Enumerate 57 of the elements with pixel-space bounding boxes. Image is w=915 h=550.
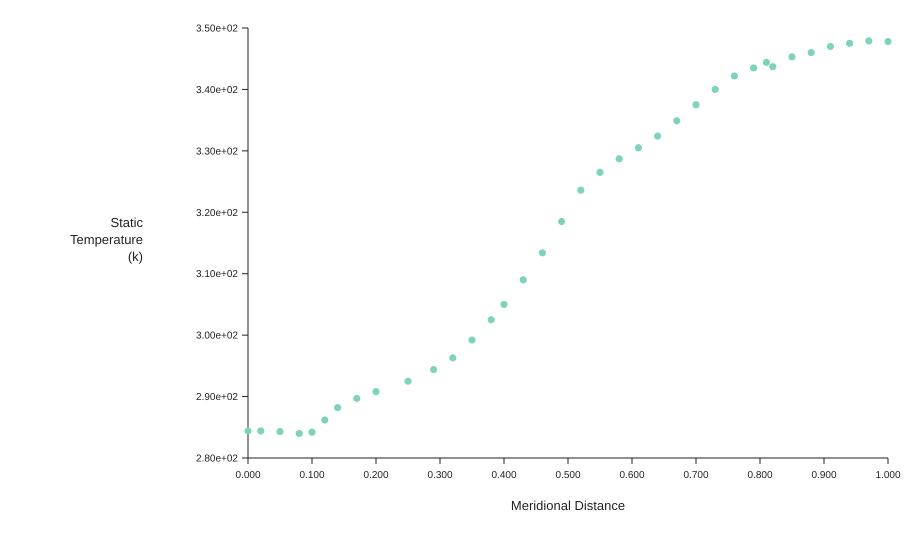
point xyxy=(634,144,642,152)
x-tick-label: 0.800 xyxy=(747,470,773,481)
x-tick-label: 0.300 xyxy=(427,470,453,481)
y-tick-label: 3.20e+02 xyxy=(196,208,238,219)
point xyxy=(654,132,662,140)
point xyxy=(334,404,342,412)
point xyxy=(488,316,495,324)
x-tick-label: 0.100 xyxy=(299,470,325,481)
point xyxy=(296,430,303,438)
point xyxy=(257,427,264,435)
point xyxy=(884,38,892,46)
point xyxy=(372,388,380,396)
point xyxy=(404,378,412,385)
point xyxy=(276,428,284,436)
x-tick-label: 0.200 xyxy=(363,470,389,481)
point xyxy=(449,354,456,362)
y-tick-label: 3.50e+02 xyxy=(196,24,238,34)
point xyxy=(750,64,758,72)
y-tick-label: 3.30e+02 xyxy=(196,146,238,158)
x-tick-label: 0.400 xyxy=(491,470,517,481)
point xyxy=(673,117,680,124)
point xyxy=(353,394,360,402)
point xyxy=(538,249,546,256)
point xyxy=(826,42,834,50)
y-tick-label: 2.80e+02 xyxy=(196,454,238,464)
point xyxy=(558,218,566,226)
point xyxy=(577,186,584,194)
point xyxy=(616,155,623,162)
y-axis-title: Static Temperature (k) xyxy=(70,215,144,264)
x-tick-label: 0.000 xyxy=(235,470,261,481)
point xyxy=(730,72,738,80)
x-tick-label: 0.600 xyxy=(619,470,645,481)
point xyxy=(500,300,508,308)
point xyxy=(846,40,854,47)
point xyxy=(769,63,776,70)
point xyxy=(762,58,770,66)
point xyxy=(321,416,328,424)
point xyxy=(596,168,604,176)
point xyxy=(788,53,796,60)
x-tick-label: 0.900 xyxy=(811,470,837,481)
x-tick-label: 0.700 xyxy=(683,470,709,481)
point xyxy=(692,101,700,108)
x-tick-label: 0.500 xyxy=(555,470,581,481)
point xyxy=(520,276,527,284)
y-tick-label: 3.10e+02 xyxy=(196,269,238,280)
point xyxy=(468,336,476,344)
point xyxy=(865,37,872,44)
x-axis-title: Meridional Distance xyxy=(510,498,626,513)
point xyxy=(808,48,815,56)
y-tick-label: 3.40e+02 xyxy=(196,84,238,96)
point xyxy=(308,428,316,436)
point xyxy=(430,366,438,374)
y-tick-label: 3.00e+02 xyxy=(196,330,238,342)
point xyxy=(712,86,719,94)
y-tick-label: 2.90e+02 xyxy=(196,392,238,404)
x-tick-label: 1.000 xyxy=(875,470,901,481)
point xyxy=(244,427,252,435)
